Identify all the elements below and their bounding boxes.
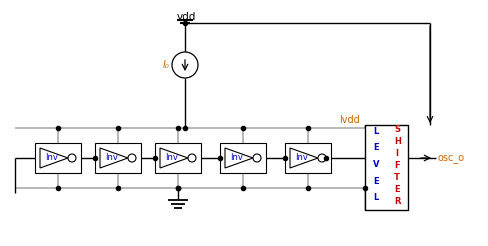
Text: T: T [393,173,399,182]
Bar [220,143,265,173]
Text: osc_o: osc_o [437,153,464,163]
Text: V: V [372,160,378,169]
Bar [95,143,141,173]
Text: L: L [372,126,378,136]
Text: vdd: vdd [176,12,195,22]
Circle shape [187,154,196,162]
Text: L: L [372,193,378,202]
Text: Inv: Inv [295,154,308,163]
Text: R: R [393,197,400,206]
Text: Inv: Inv [45,154,59,163]
Text: H: H [393,137,400,146]
Circle shape [68,154,76,162]
Text: lvdd: lvdd [339,115,359,125]
Bar [364,125,407,210]
Bar [155,143,201,173]
Bar [285,143,330,173]
Text: E: E [394,185,399,194]
Circle shape [128,154,136,162]
Text: F: F [394,161,399,170]
Text: Inv: Inv [105,154,118,163]
Text: I: I [395,149,398,158]
Circle shape [252,154,261,162]
Text: Inv: Inv [165,154,178,163]
Circle shape [317,154,325,162]
Text: E: E [372,143,378,152]
Text: S: S [393,125,400,135]
Text: Inv: Inv [230,154,243,163]
Bar [35,143,81,173]
Text: E: E [372,176,378,185]
Circle shape [172,52,198,78]
Text: I₀: I₀ [162,60,169,70]
